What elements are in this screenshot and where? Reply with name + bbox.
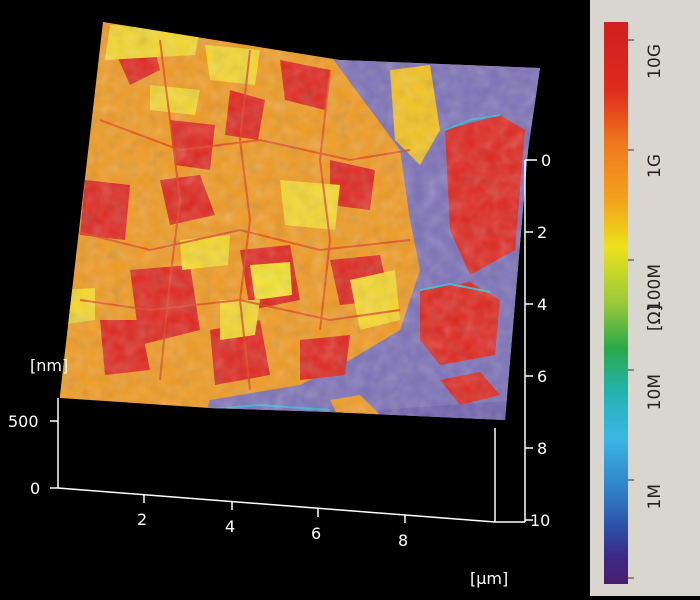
colorbar-panel: 10G 1G 100M 10M 1M [Ω]: [590, 0, 700, 596]
z-axis-unit: [nm]: [30, 356, 68, 375]
resistance-surface: [60, 22, 540, 420]
y-tick-label: 8: [537, 439, 547, 458]
colorbar-unit: [Ω]: [645, 305, 665, 331]
z-tick-label: 500: [8, 412, 39, 431]
colorbar-ticks: [628, 39, 634, 579]
colorbar-label: 1M: [645, 484, 665, 509]
axis-frame: [50, 159, 537, 523]
x-axis-unit: [µm]: [470, 569, 508, 588]
y-tick-label: 6: [537, 367, 547, 386]
y-tick-label: 4: [537, 295, 547, 314]
x-tick-label: 8: [398, 531, 408, 550]
colorbar-label: 1G: [645, 154, 665, 178]
plot-svg: [nm] 500 0 2 4 6 8 [µm] 0 2 4 6 8 10: [8, 22, 551, 588]
y-tick-label: 2: [537, 223, 547, 242]
x-tick-label: 4: [225, 517, 235, 536]
colorbar-label: 10M: [645, 374, 665, 410]
z-tick-label: 0: [30, 479, 40, 498]
colorbar-label: 100M: [645, 264, 665, 311]
y-tick-label: 10: [530, 511, 550, 530]
x-tick-label: 2: [137, 510, 147, 529]
colorbar-label: 10G: [645, 44, 665, 79]
colorbar-gradient: [604, 22, 628, 584]
afm-3d-plot: [nm] 500 0 2 4 6 8 [µm] 0 2 4 6 8 10: [8, 22, 552, 588]
x-tick-label: 6: [311, 524, 321, 543]
y-tick-label: 0: [541, 151, 551, 170]
colorbar-svg: 10G 1G 100M 10M 1M [Ω]: [604, 22, 665, 584]
